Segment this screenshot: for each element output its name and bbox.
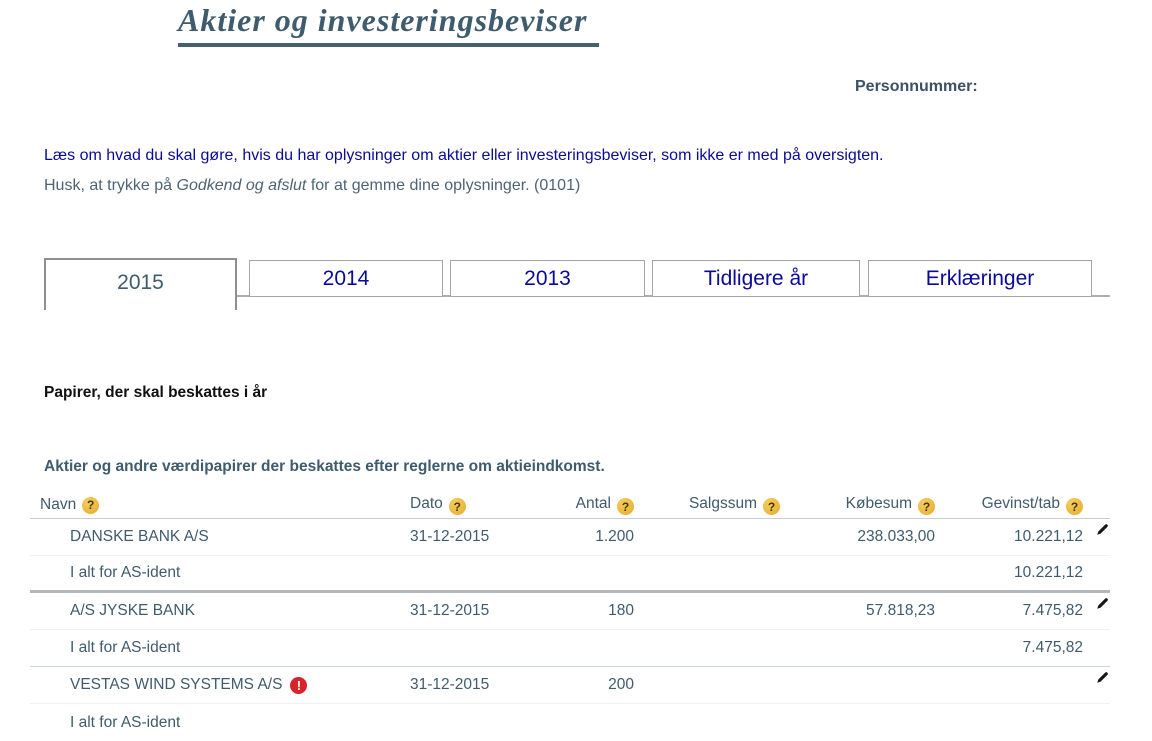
- cell-edit: [1085, 667, 1110, 690]
- tab-2014[interactable]: 2014: [249, 260, 443, 297]
- column-header-navn: Navn?: [30, 496, 410, 514]
- help-icon[interactable]: ?: [448, 498, 466, 516]
- column-header-antal: Antal?: [540, 495, 640, 516]
- edit-pencil-icon[interactable]: [1095, 670, 1110, 685]
- cell-edit: [1085, 704, 1110, 707]
- table-row: I alt for AS-ident 7.475,82: [30, 630, 1110, 667]
- cell-gevinst: 7.475,82: [1022, 602, 1083, 619]
- column-label: Antal: [575, 494, 611, 512]
- edit-pencil-icon[interactable]: [1095, 522, 1110, 537]
- security-name: DANSKE BANK A/S: [70, 528, 209, 545]
- intro-note-suffix: for at gemme dine oplysninger. (0101): [306, 177, 581, 194]
- cell-dato: 31-12-2015: [410, 528, 490, 545]
- column-label: Salgssum: [688, 494, 757, 512]
- table-row: VESTAS WIND SYSTEMS A/S! 31-12-2015 200: [30, 667, 1110, 704]
- year-tabs: 2015 2014 2013 Tidligere år Erklæringer: [44, 258, 1110, 312]
- personnummer-label: Personnummer:: [855, 78, 978, 95]
- column-header-dato: Dato?: [410, 495, 540, 516]
- section-heading: Papirer, der skal beskattes i år: [44, 384, 268, 401]
- table-row: A/S JYSKE BANK 31-12-2015 180 57.818,23 …: [30, 593, 1110, 630]
- intro-note-prefix: Husk, at trykke på: [44, 177, 177, 194]
- intro-note-button-name: Godkend og afslut: [176, 177, 307, 194]
- column-label: Gevinst/tab: [981, 494, 1060, 512]
- warning-icon[interactable]: !: [290, 676, 308, 694]
- edit-pencil-icon[interactable]: [1095, 596, 1110, 611]
- tab-2013[interactable]: 2013: [450, 260, 645, 297]
- intro-note: Husk, at trykke på Godkend og afslut for…: [44, 171, 884, 201]
- cell-navn: I alt for AS-ident: [30, 639, 410, 657]
- help-icon[interactable]: ?: [82, 496, 100, 514]
- security-name: A/S JYSKE BANK: [70, 602, 195, 619]
- cell-antal: 200: [608, 676, 634, 693]
- cell-navn: VESTAS WIND SYSTEMS A/S!: [30, 676, 410, 694]
- cell-antal: 180: [608, 602, 634, 619]
- help-icon[interactable]: ?: [918, 498, 935, 516]
- column-label: Dato: [410, 494, 443, 512]
- security-name: I alt for AS-ident: [70, 564, 181, 581]
- column-header-kobesum: Købesum?: [800, 495, 940, 516]
- tab-erklaeringer[interactable]: Erklæringer: [868, 260, 1092, 297]
- column-label: Navn: [40, 496, 77, 513]
- tab-2015[interactable]: 2015: [44, 258, 237, 310]
- cell-edit: [1085, 519, 1110, 542]
- cell-antal: 1.200: [595, 528, 634, 545]
- cell-navn: I alt for AS-ident: [30, 564, 410, 582]
- table-caption: Aktier og andre værdipapirer der beskatt…: [44, 458, 605, 475]
- cell-dato: 31-12-2015: [410, 676, 490, 693]
- cell-edit: [1085, 630, 1110, 633]
- help-icon[interactable]: ?: [1066, 498, 1083, 516]
- cell-navn: DANSKE BANK A/S: [30, 528, 410, 546]
- column-header-gevinst: Gevinst/tab?: [940, 495, 1085, 516]
- security-name: I alt for AS-ident: [70, 639, 181, 656]
- securities-table: Navn? Dato? Antal? Salgssum? Købesum? Ge…: [30, 492, 1110, 741]
- security-name: I alt for AS-ident: [70, 713, 181, 731]
- table-row: I alt for AS-ident 10.221,12: [30, 556, 1110, 593]
- cell-kobesum: 57.818,23: [866, 602, 935, 619]
- column-label: Købesum: [845, 494, 912, 512]
- table-row: I alt for AS-ident: [30, 704, 1110, 741]
- cell-dato: 31-12-2015: [410, 602, 490, 619]
- cell-navn: A/S JYSKE BANK: [30, 602, 410, 620]
- help-icon[interactable]: ?: [763, 498, 780, 516]
- help-icon[interactable]: ?: [617, 498, 634, 516]
- intro-link[interactable]: Læs om hvad du skal gøre, hvis du har op…: [44, 147, 884, 164]
- page-title: Aktier og investeringsbeviser: [178, 2, 600, 47]
- cell-navn: I alt for AS-ident: [30, 714, 410, 732]
- table-row: DANSKE BANK A/S 31-12-2015 1.200 238.033…: [30, 519, 1110, 556]
- cell-gevinst: 10.221,12: [1014, 564, 1083, 581]
- cell-edit: [1085, 556, 1110, 559]
- cell-edit: [1085, 593, 1110, 616]
- security-name: VESTAS WIND SYSTEMS A/S: [70, 676, 283, 693]
- table-body: DANSKE BANK A/S 31-12-2015 1.200 238.033…: [30, 519, 1110, 741]
- cell-gevinst: 10.221,12: [1014, 528, 1083, 545]
- intro-text: Læs om hvad du skal gøre, hvis du har op…: [44, 141, 884, 201]
- column-header-salgssum: Salgssum?: [640, 495, 800, 516]
- table-header-row: Navn? Dato? Antal? Salgssum? Købesum? Ge…: [30, 492, 1110, 519]
- tab-tidligere-aar[interactable]: Tidligere år: [652, 260, 860, 297]
- cell-gevinst: 7.475,82: [1022, 639, 1083, 656]
- cell-kobesum: 238.033,00: [857, 528, 935, 545]
- column-header-edit: [1085, 492, 1110, 495]
